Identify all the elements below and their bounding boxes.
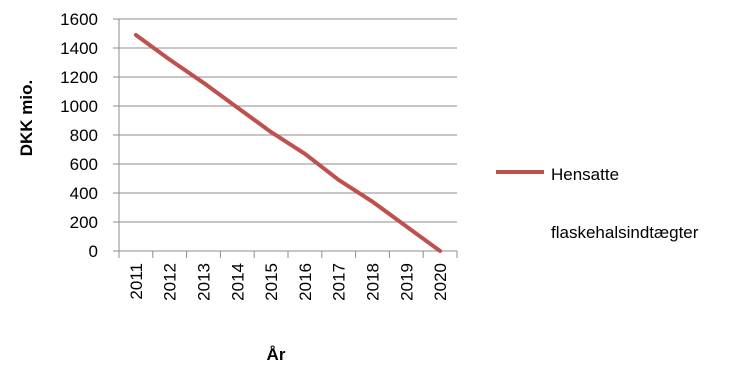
x-axis-title: År (267, 345, 286, 364)
gridlines (119, 18, 457, 223)
y-axis-title: DKK mio. (17, 80, 36, 157)
y-tick-label: 800 (70, 126, 98, 145)
y-tick-label: 1600 (60, 10, 98, 29)
y-tick-label: 1400 (60, 39, 98, 58)
y-axis: 0 200 400 600 800 1000 1200 1400 1600 (60, 10, 98, 261)
y-tick-label: 1000 (60, 97, 98, 116)
x-axis: 2011 2012 2013 2014 2015 2016 2017 2018 2019 2020 (127, 263, 450, 301)
x-tick-label: 2013 (195, 263, 214, 301)
y-tick-label: 400 (70, 184, 98, 203)
legend-label-line-2: flaskehalsindtægter (551, 223, 699, 242)
y-tick-label: 0 (89, 242, 98, 261)
y-tick-label: 200 (70, 213, 98, 232)
y-tick-label: 600 (70, 155, 98, 174)
legend-label: Hensatte flaskehalsindtægter (551, 165, 699, 242)
x-tick-label: 2018 (364, 263, 383, 301)
x-tick-label: 2015 (262, 263, 281, 301)
series-layer (133, 32, 443, 253)
x-tick-label: 2019 (397, 263, 416, 301)
series-line (133, 32, 443, 253)
x-tick-label: 2012 (161, 263, 180, 301)
x-tick-label: 2014 (228, 263, 247, 301)
plot-area (113, 18, 458, 258)
x-tick-label: 2017 (330, 263, 349, 301)
x-tick-label: 2020 (431, 263, 450, 301)
legend-label-line-1: Hensatte (551, 165, 619, 184)
x-tick-label: 2011 (127, 263, 146, 300)
legend: Hensatte flaskehalsindtægter (496, 165, 699, 242)
x-tick-label: 2016 (296, 263, 315, 301)
y-tick-label: 1200 (60, 68, 98, 87)
